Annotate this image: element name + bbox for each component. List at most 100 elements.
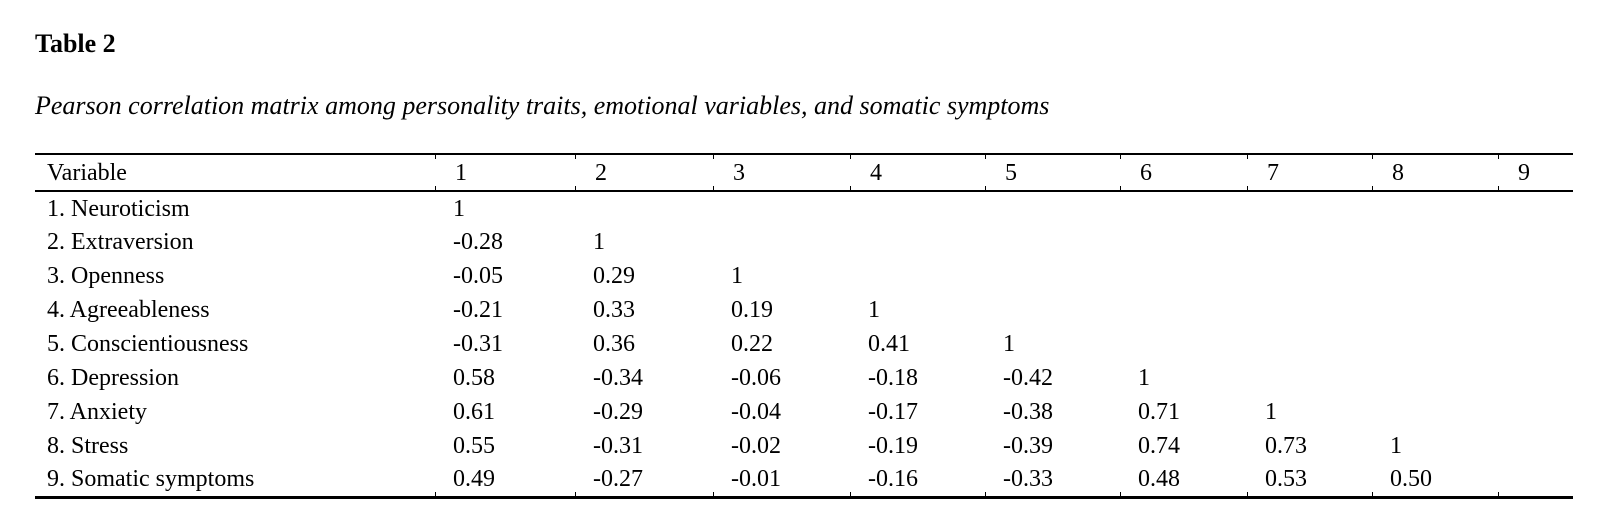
table-row: 6. Depression 0.58 -0.34 -0.06 -0.18 -0.42 1 <box>35 361 1573 395</box>
correlation-value-cell: 0.49 <box>435 463 575 499</box>
correlation-value-cell <box>1372 327 1498 361</box>
correlation-value-cell: 0.74 <box>1138 433 1180 459</box>
correlation-value-cell <box>1372 259 1498 293</box>
correlation-value-cell: -0.39 <box>1003 433 1053 459</box>
column-header-1: 1 <box>435 153 575 192</box>
correlation-value-cell: 1 <box>1390 433 1402 459</box>
correlation-value-cell <box>1372 191 1498 225</box>
correlation-value-cell: 0.61 <box>453 399 495 425</box>
table-caption: Pearson correlation matrix among persona… <box>35 91 1050 120</box>
correlation-value-cell <box>985 293 1120 327</box>
correlation-value-cell <box>1498 429 1573 463</box>
table-row: 3. Openness -0.05 0.29 1 <box>35 259 1573 293</box>
row-variable-cell: 1. Neuroticism <box>47 195 190 222</box>
correlation-value-cell: -0.17 <box>868 399 918 425</box>
correlation-value-cell <box>1498 327 1573 361</box>
correlation-value-cell <box>1498 361 1573 395</box>
correlation-value-cell <box>1120 225 1247 259</box>
correlation-value-cell <box>850 259 985 293</box>
correlation-value-cell: 1 <box>453 195 465 222</box>
table-header: Variable 1 2 3 4 5 6 7 8 9 <box>35 153 1573 192</box>
correlation-value-cell: 0.50 <box>1372 463 1498 499</box>
correlation-value-cell: -0.31 <box>593 433 643 459</box>
correlation-value-cell: -0.31 <box>453 331 503 357</box>
correlation-value-cell <box>1120 191 1247 225</box>
correlation-value-cell: 0.41 <box>868 331 910 357</box>
correlation-value-cell: -0.01 <box>713 463 850 499</box>
row-variable-cell: 4. Agreeableness <box>47 297 210 323</box>
correlation-value-cell <box>713 191 850 225</box>
correlation-value-cell <box>1498 225 1573 259</box>
correlation-value-cell: -0.21 <box>453 297 503 323</box>
correlation-value-cell <box>985 225 1120 259</box>
correlation-value-cell <box>1372 225 1498 259</box>
row-variable-cell: 8. Stress <box>47 433 129 459</box>
correlation-value-cell <box>1498 395 1573 429</box>
correlation-value-cell <box>1120 259 1247 293</box>
column-header-7: 7 <box>1247 153 1372 192</box>
correlation-value-cell: 1 <box>868 297 880 323</box>
row-variable-cell: 9. Somatic symptoms <box>35 463 435 499</box>
table-row: 5. Conscientiousness -0.31 0.36 0.22 0.41 1 <box>35 327 1573 361</box>
row-variable-cell: 3. Openness <box>47 263 165 289</box>
row-variable-cell: 6. Depression <box>47 365 179 391</box>
correlation-value-cell <box>1247 293 1372 327</box>
correlation-value-cell: 0.19 <box>731 297 773 323</box>
correlation-value-cell: 1 <box>1003 331 1015 357</box>
table-row: 4. Agreeableness -0.21 0.33 0.19 1 <box>35 293 1573 327</box>
correlation-value-cell: -0.28 <box>453 229 503 255</box>
correlation-value-cell <box>1372 293 1498 327</box>
header-row: Variable 1 2 3 4 5 6 7 8 9 <box>35 153 1573 192</box>
correlation-value-cell: -0.04 <box>731 399 781 425</box>
correlation-value-cell: 0.33 <box>593 297 635 323</box>
correlation-value-cell: 0.58 <box>453 365 495 391</box>
correlation-value-cell: -0.42 <box>1003 365 1053 391</box>
column-header-4: 4 <box>850 153 985 192</box>
correlation-value-cell: -0.34 <box>593 365 643 391</box>
correlation-value-cell <box>1120 293 1247 327</box>
correlation-value-cell <box>850 191 985 225</box>
correlation-value-cell: 1 <box>1138 365 1150 391</box>
row-variable-cell: 5. Conscientiousness <box>47 331 249 357</box>
correlation-value-cell <box>1372 395 1498 429</box>
column-header-2: 2 <box>575 153 713 192</box>
table-row: 8. Stress 0.55 -0.31 -0.02 -0.19 -0.39 0.74 0.7… <box>35 429 1573 463</box>
table-label: Table 2 <box>35 29 116 58</box>
correlation-value-cell: -0.29 <box>593 399 643 425</box>
correlation-value-cell: 1 <box>731 263 743 289</box>
column-header-3: 3 <box>713 153 850 192</box>
correlation-value-cell: 0.73 <box>1265 433 1307 459</box>
correlation-matrix-table: Variable 1 2 3 4 5 6 7 8 9 1. Neuroticis… <box>35 153 1573 499</box>
column-header-9: 9 <box>1498 153 1573 192</box>
correlation-value-cell <box>850 225 985 259</box>
correlation-value-cell <box>1247 327 1372 361</box>
correlation-value-cell <box>1247 259 1372 293</box>
correlation-value-cell <box>575 191 713 225</box>
correlation-value-cell: -0.06 <box>731 365 781 391</box>
correlation-value-cell: -0.02 <box>731 433 781 459</box>
correlation-value-cell: 0.55 <box>453 433 495 459</box>
correlation-value-cell: 1 <box>593 229 605 255</box>
correlation-value-cell <box>1247 191 1372 225</box>
correlation-value-cell <box>1498 463 1573 499</box>
correlation-value-cell <box>985 259 1120 293</box>
table-row: 2. Extraversion -0.28 1 <box>35 225 1573 259</box>
column-header-6: 6 <box>1120 153 1247 192</box>
correlation-value-cell: -0.27 <box>575 463 713 499</box>
table-row: 9. Somatic symptoms 0.49 -0.27 -0.01 -0.16 -0… <box>35 463 1573 499</box>
table-row: 1. Neuroticism 1 <box>35 191 1573 225</box>
correlation-value-cell <box>1247 361 1372 395</box>
correlation-value-cell <box>1498 293 1573 327</box>
row-variable-cell: 2. Extraversion <box>47 229 194 255</box>
correlation-value-cell: -0.18 <box>868 365 918 391</box>
correlation-value-cell: -0.05 <box>453 263 503 289</box>
correlation-value-cell: -0.33 <box>985 463 1120 499</box>
correlation-value-cell: 0.71 <box>1138 399 1180 425</box>
correlation-value-cell <box>1498 191 1573 225</box>
correlation-value-cell <box>1498 259 1573 293</box>
correlation-value-cell: 0.53 <box>1247 463 1372 499</box>
row-variable-cell: 7. Anxiety <box>47 399 147 425</box>
correlation-value-cell: 0.22 <box>731 331 773 357</box>
correlation-value-cell <box>1372 361 1498 395</box>
